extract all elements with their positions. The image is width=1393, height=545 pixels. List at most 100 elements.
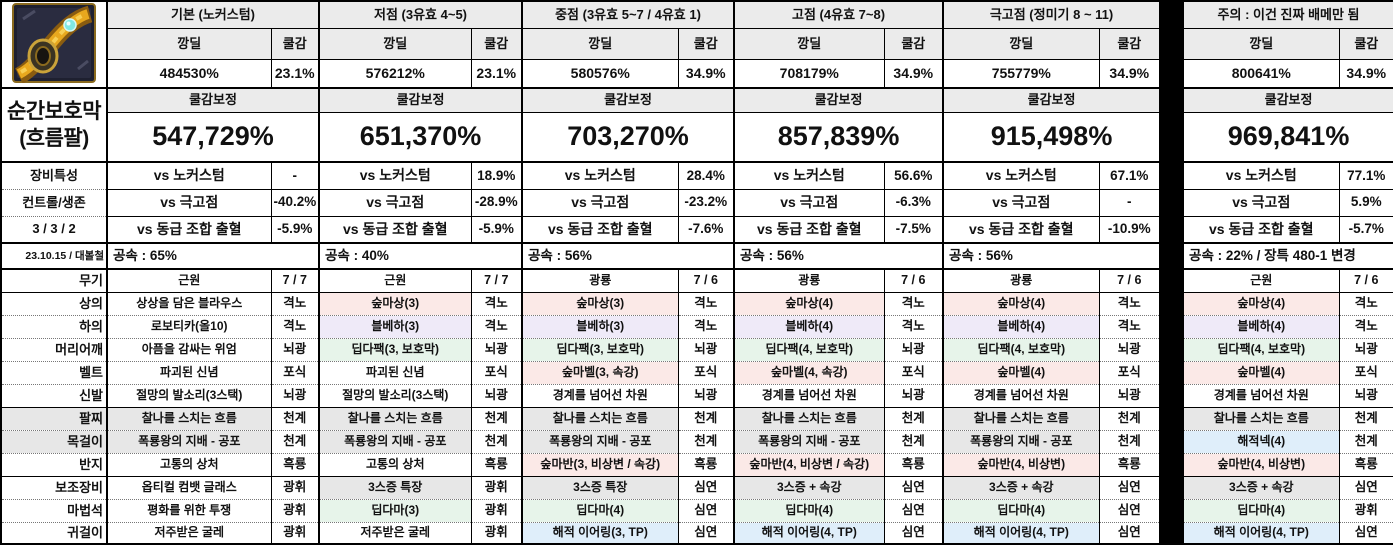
group-0-equip-1-item: 상상을 담은 블라우스 [106,292,271,316]
group-1-equip-11-type: 광휘 [470,522,523,545]
group-0-equip-3-type: 뇌광 [270,338,319,362]
group-1-equip-1-item: 숲마상(3) [318,292,471,316]
group-3-equip-6-item: 찰나를 스치는 흐름 [733,407,885,431]
group-1-equip-2-type: 격노 [470,315,523,339]
group-2-vs-0-value: 28.4% [677,162,735,190]
group-5-equip-8-item: 숲마반(4, 비상변) [1182,453,1340,477]
group-0-equip-5-type: 뇌광 [270,384,319,408]
group-2-equip-3-type: 뇌광 [677,338,735,362]
group-3-vs-2-label: vs 동급 조합 출혈 [733,216,885,245]
row-label-equip-1: 상의 [1,292,107,316]
group-2-equip-2-type: 격노 [677,315,735,339]
group-0-vs-0-value: - [270,162,319,190]
group-4-equip-9-item: 3스증 + 속강 [942,476,1100,500]
group-5-equip-0-type: 7 / 6 [1338,269,1393,293]
group-2-equip-11-item: 해적 이어링(3, TP) [521,522,679,545]
group-3-vs-0-value: 56.6% [883,162,944,190]
group-1-title: 저점 (3유효 4~5) [317,1,523,30]
group-1-equip-2-item: 블베하(3) [318,315,471,339]
group-5-equip-6-item: 찰나를 스치는 흐름 [1182,407,1340,431]
group-1-vs-2-value: -5.9% [470,216,523,245]
group-4-equip-4-item: 숲마벨(4) [942,361,1100,385]
group-4-equip-5-item: 경계를 넘어선 차원 [942,384,1100,408]
gold-bracelet-item-icon [12,3,96,84]
group-2-corrected-value: 703,270% [521,112,735,164]
group-5-corrected-header: 쿨감보정 [1182,88,1393,113]
group-3-equip-9-type: 심연 [883,476,944,500]
group-5-equip-2-item: 블베하(4) [1182,315,1340,339]
group-5-equip-4-item: 숲마벨(4) [1182,361,1340,385]
row-label-equip-7: 목걸이 [1,430,107,454]
group-5-equip-0-item: 근원 [1182,269,1340,293]
row-label-equip-2: 하의 [1,315,107,339]
group-5-equip-8-type: 흑룡 [1338,453,1393,477]
group-3-equip-0-type: 7 / 6 [883,269,944,293]
group-1-equip-10-item: 딥다마(3) [318,499,471,523]
group-1-equip-6-item: 찰나를 스치는 흐름 [318,407,471,431]
group-4-equip-6-type: 천계 [1098,407,1160,431]
group-4-equip-8-item: 숲마반(4, 비상변) [942,453,1100,477]
group-5-equip-9-item: 3스증 + 속강 [1182,476,1340,500]
group-0-equip-0-item: 근원 [106,269,271,293]
group-4-vs-2-label: vs 동급 조합 출혈 [942,216,1100,245]
group-0-title: 기본 (노커스텀) [106,1,319,30]
group-3-damage-header: 깡딜 [733,28,885,60]
group-2-equip-8-item: 숲마반(3, 비상변 / 속강) [521,453,679,477]
group-5-equip-5-item: 경계를 넘어선 차원 [1182,384,1340,408]
row-label-equip-0: 무기 [1,269,107,293]
group-2-equip-0-item: 광룡 [521,269,679,293]
group-4-equip-2-item: 블베하(4) [942,315,1100,339]
row-label-equip-8: 반지 [1,453,107,477]
group-4-equip-7-type: 천계 [1098,430,1160,454]
group-2-vs-1-value: -23.2% [677,189,735,217]
group-2-cooldown-value: 34.9% [677,59,735,90]
group-5-equip-1-item: 숲마상(4) [1182,292,1340,316]
group-5-equip-5-type: 뇌광 [1338,384,1393,408]
group-1-equip-7-item: 폭룡왕의 지배 - 공포 [318,430,471,454]
group-2-equip-3-item: 딥다팩(3, 보호막) [521,338,679,362]
group-5-equip-10-item: 딥다마(4) [1182,499,1340,523]
group-2-equip-9-type: 심연 [677,476,735,500]
group-5-equip-3-type: 뇌광 [1338,338,1393,362]
group-3-vs-2-value: -7.5% [883,216,944,245]
group-4-title: 극고점 (정미기 8 ~ 11) [942,1,1160,30]
group-3-equip-8-type: 흑룡 [883,453,944,477]
group-5-equip-9-type: 심연 [1338,476,1393,500]
group-4-vs-1-label: vs 극고점 [942,189,1100,217]
group-2-cooldown-header: 쿨감 [677,28,735,60]
item-icon-cell [1,1,107,90]
group-1-equip-6-type: 천계 [470,407,523,431]
separator-column [1159,1,1184,545]
group-3-equip-5-type: 뇌광 [883,384,944,408]
group-0-equip-4-type: 포식 [270,361,319,385]
group-0-equip-3-item: 아픔을 감싸는 위엄 [106,338,271,362]
group-4-equip-7-item: 폭룡왕의 지배 - 공포 [942,430,1100,454]
group-1-speed: 공속 : 40% [317,243,523,271]
group-1-corrected-header: 쿨감보정 [317,88,523,113]
group-2-title: 중점 (3유효 5~7 / 4유효 1) [521,1,735,30]
group-1-equip-11-item: 저주받은 굴레 [318,522,471,545]
group-4-equip-1-item: 숲마상(4) [942,292,1100,316]
group-1-damage-header: 깡딜 [318,28,471,60]
group-2-vs-1-label: vs 극고점 [521,189,679,217]
row-label-equip-6: 팔찌 [1,407,107,431]
group-3-equip-0-item: 광룡 [733,269,885,293]
group-4-cooldown-value: 34.9% [1098,59,1160,90]
group-2-equip-4-type: 포식 [677,361,735,385]
group-3-equip-7-item: 폭룡왕의 지배 - 공포 [733,430,885,454]
group-2-damage-header: 깡딜 [521,28,679,60]
group-5-equip-11-item: 해적 이어링(4, TP) [1182,522,1340,545]
group-2-equip-9-item: 3스증 특장 [521,476,679,500]
group-1-corrected-value: 651,370% [317,112,523,164]
group-4-vs-0-label: vs 노커스텀 [942,162,1100,190]
group-3-equip-5-item: 경계를 넘어선 차원 [733,384,885,408]
group-5-damage-value: 800641% [1182,59,1340,90]
group-3-equip-7-type: 천계 [883,430,944,454]
group-2-equip-7-type: 천계 [677,430,735,454]
group-3-equip-11-item: 해적 이어링(4, TP) [733,522,885,545]
group-0-equip-4-item: 파괴된 신념 [106,361,271,385]
group-5-corrected-value: 969,841% [1182,112,1393,164]
group-0-cooldown-header: 쿨감 [270,28,319,60]
group-1-damage-value: 576212% [318,59,471,90]
